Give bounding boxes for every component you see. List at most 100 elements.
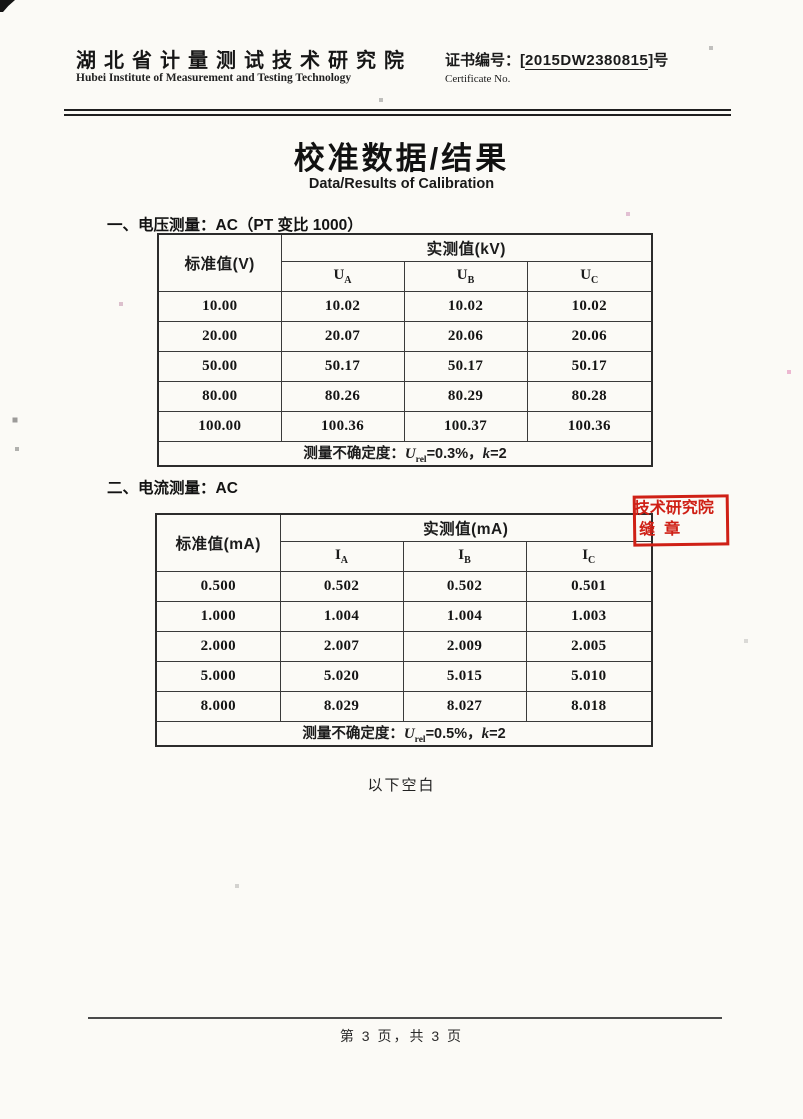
uncertainty-value: =0.5%， — [425, 726, 482, 742]
uncertainty-subscript: rel — [415, 454, 427, 465]
seam-stamp-line2: 缝章 — [639, 520, 690, 539]
phase-a-header: UA — [280, 261, 405, 292]
table-row: 100.00 100.36 100.37 100.36 — [157, 411, 653, 442]
phase-subscript: A — [340, 555, 349, 566]
table-cell: 8.000 — [155, 691, 281, 722]
coverage-factor-symbol: k — [482, 446, 491, 462]
table-cell: 100.36 — [526, 411, 653, 442]
table-header-row: 标准值(V) 实测值(kV) — [157, 233, 653, 292]
seam-stamp: 技术研究院 缝章 — [632, 494, 730, 547]
table-cell: 20.06 — [526, 321, 653, 352]
measured-value-header: 实测值(kV) — [280, 233, 653, 262]
table-cell: 5.010 — [525, 661, 653, 692]
certificate-number-block: 证书编号：[2015DW2380815]号 Certificate No. — [445, 49, 668, 85]
phase-b-header: IB — [402, 541, 527, 572]
table-cell: 8.029 — [279, 691, 404, 722]
uncertainty-row: 测量不确定度：Urel=0.5%，k=2 — [155, 720, 653, 747]
table-cell: 10.00 — [157, 291, 282, 322]
header-divider — [64, 109, 731, 116]
certificate-bracket-close: ]号 — [648, 52, 669, 69]
uncertainty-symbol: U — [404, 446, 416, 462]
table-row: 1.000 1.004 1.004 1.003 — [155, 601, 653, 632]
table-cell: 80.26 — [280, 381, 405, 412]
table-row: 0.500 0.502 0.502 0.501 — [155, 571, 653, 602]
certificate-number-label: 证书编号： — [445, 52, 521, 69]
table-cell: 80.00 — [157, 381, 282, 412]
table-cell: 5.015 — [402, 661, 527, 692]
phase-symbol: I — [334, 547, 341, 563]
table-cell: 50.00 — [157, 351, 282, 382]
page-subtitle: Data/Results of Calibration — [308, 176, 495, 192]
table-row: 2.000 2.007 2.009 2.005 — [155, 631, 653, 662]
table-row: 20.00 20.07 20.06 20.06 — [157, 321, 653, 352]
table-cell: 1.003 — [525, 601, 653, 632]
table-cell: 20.00 — [157, 321, 282, 352]
phase-c-header: UC — [526, 261, 653, 292]
institute-name-cn: 湖北省计量测试技术研究院 — [76, 50, 412, 72]
certificate-number: 2015DW2380815 — [525, 52, 649, 70]
uncertainty-cell: 测量不确定度：Urel=0.5%，k=2 — [155, 720, 653, 747]
page-number: 第 3 页，共 3 页 — [339, 1028, 464, 1044]
table-cell: 10.02 — [526, 291, 653, 322]
scan-noise — [0, 0, 2, 2]
table-cell: 1.000 — [155, 601, 281, 632]
table-cell: 50.17 — [403, 351, 528, 382]
table-cell: 20.07 — [280, 321, 405, 352]
table-cell: 2.005 — [525, 631, 653, 662]
uncertainty-label: 测量不确定度： — [303, 446, 405, 462]
table-cell: 0.502 — [402, 571, 527, 602]
table-cell: 1.004 — [402, 601, 527, 632]
voltage-table: 标准值(V) 实测值(kV) UA UB UC 10.00 10.02 10.0… — [157, 233, 653, 467]
phase-symbol: U — [580, 267, 592, 283]
table-cell: 5.000 — [155, 661, 281, 692]
current-table-wrapper: 标准值(mA) 实测值(mA) IA IB IC 0.500 0.502 0.5… — [155, 513, 653, 747]
uncertainty-label: 测量不确定度： — [302, 726, 404, 742]
table-cell: 20.06 — [403, 321, 528, 352]
seam-stamp-line1: 技术研究院 — [633, 499, 714, 518]
section-voltage-heading: 一、电压测量：AC（PT 变比 1000） — [107, 217, 363, 234]
blank-below-note: 以下空白 — [367, 777, 436, 794]
table-cell: 1.004 — [279, 601, 404, 632]
table-cell: 2.009 — [402, 631, 527, 662]
phase-b-header: UB — [403, 261, 528, 292]
table-cell: 10.02 — [280, 291, 405, 322]
table-cell: 0.502 — [279, 571, 404, 602]
table-cell: 100.36 — [280, 411, 405, 442]
coverage-factor-value: =2 — [490, 446, 507, 462]
table-row: 5.000 5.020 5.015 5.010 — [155, 661, 653, 692]
uncertainty-row: 测量不确定度：Urel=0.3%，k=2 — [157, 440, 653, 467]
page-title: 校准数据/结果 — [293, 141, 510, 176]
table-cell: 2.000 — [155, 631, 281, 662]
table-cell: 50.17 — [526, 351, 653, 382]
table-cell: 0.501 — [525, 571, 653, 602]
phase-symbol: U — [333, 267, 345, 283]
measured-value-header: 实测值(mA) — [279, 513, 653, 542]
phase-symbol: U — [456, 267, 468, 283]
table-cell: 50.17 — [280, 351, 405, 382]
phase-subscript: C — [591, 275, 599, 286]
certificate-number-line: 证书编号：[2015DW2380815]号 — [445, 49, 668, 70]
standard-value-header: 标准值(mA) — [155, 513, 281, 572]
phase-subscript: B — [467, 275, 475, 286]
table-row: 80.00 80.26 80.29 80.28 — [157, 381, 653, 412]
phase-symbol: I — [582, 547, 589, 563]
phase-subscript: B — [464, 555, 471, 566]
uncertainty-cell: 测量不确定度：Urel=0.3%，k=2 — [157, 440, 653, 467]
table-cell: 2.007 — [279, 631, 404, 662]
section-current-heading: 二、电流测量：AC — [107, 480, 238, 497]
uncertainty-symbol: U — [403, 726, 415, 742]
table-cell: 8.027 — [402, 691, 527, 722]
phase-a-header: IA — [279, 541, 404, 572]
table-header-row: 标准值(mA) 实测值(mA) — [155, 513, 653, 572]
phase-subscript: C — [588, 555, 596, 566]
table-cell: 100.37 — [403, 411, 528, 442]
coverage-factor-value: =2 — [489, 726, 506, 742]
voltage-table-wrapper: 标准值(V) 实测值(kV) UA UB UC 10.00 10.02 10.0… — [157, 233, 653, 467]
table-cell: 10.02 — [403, 291, 528, 322]
scan-corner-artifact — [0, 0, 15, 12]
table-cell: 5.020 — [279, 661, 404, 692]
phase-symbol: I — [458, 547, 465, 563]
institute-name-en: Hubei Institute of Measurement and Testi… — [76, 72, 352, 84]
coverage-factor-symbol: k — [481, 726, 490, 742]
phase-subscript: A — [344, 275, 352, 286]
